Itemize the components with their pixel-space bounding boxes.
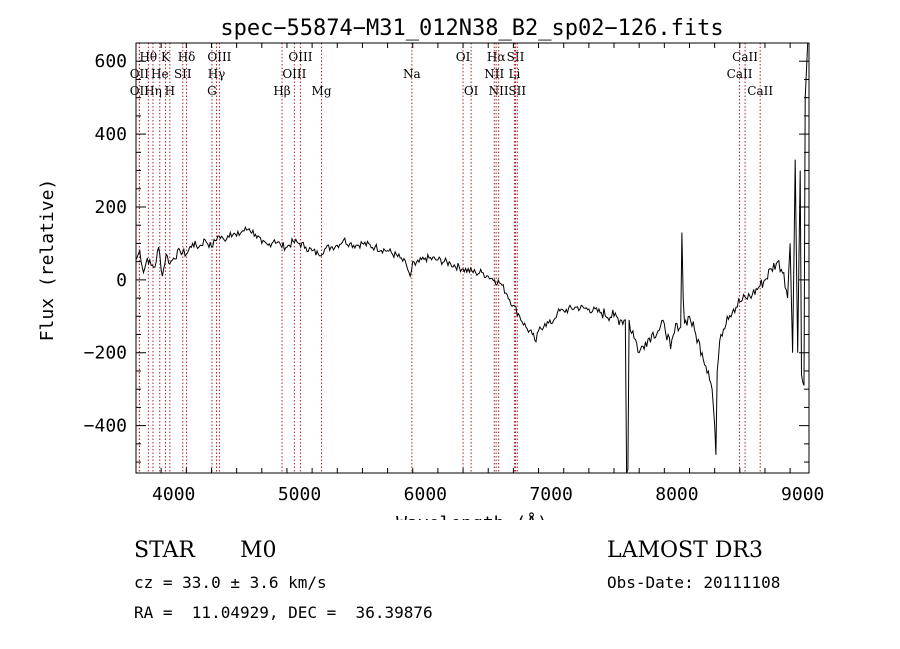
line-marker-label: H bbox=[165, 84, 175, 98]
y-tick-label: 200 bbox=[94, 197, 127, 218]
line-marker-label: OI bbox=[464, 84, 479, 98]
x-tick-label: 4000 bbox=[152, 484, 195, 505]
line-marker-label: OIII bbox=[207, 50, 231, 64]
x-axis-label: Wavelength (Å) bbox=[396, 512, 548, 520]
y-tick-label: 400 bbox=[94, 124, 127, 145]
x-tick-label: 6000 bbox=[404, 484, 447, 505]
line-marker-label: He bbox=[151, 67, 169, 81]
observation-date: Obs-Date: 20111108 bbox=[607, 573, 781, 592]
y-tick-label: 0 bbox=[116, 270, 127, 291]
line-marker-label: Hβ bbox=[273, 84, 290, 98]
y-tick-label: −400 bbox=[84, 416, 127, 437]
line-marker-label: OII bbox=[130, 67, 150, 81]
y-tick-label: −200 bbox=[84, 343, 127, 364]
line-marker-label: SII bbox=[507, 50, 525, 64]
line-marker-label: Hγ bbox=[208, 67, 226, 81]
x-tick-label: 7000 bbox=[529, 484, 572, 505]
line-marker-label: Hη bbox=[144, 84, 162, 98]
line-marker-label: CaII bbox=[747, 84, 773, 98]
line-marker-label: K bbox=[161, 50, 171, 64]
x-tick-label: 9000 bbox=[781, 484, 824, 505]
y-axis-label: Flux (relative) bbox=[37, 179, 58, 342]
redshift-velocity: cz = 33.0 ± 3.6 km/s bbox=[134, 573, 327, 592]
line-marker-label: OIII bbox=[282, 67, 306, 81]
line-marker-label: SII bbox=[508, 84, 526, 98]
axes: 4000 5000 6000 7000 8000 9000 −400 −200 0 200 400 6… bbox=[84, 43, 824, 505]
line-marker-label: OIII bbox=[288, 50, 312, 64]
line-marker-label: NII bbox=[484, 67, 504, 81]
survey-name: LAMOST DR3 bbox=[607, 538, 763, 563]
line-marker-label: Hθ bbox=[139, 50, 157, 64]
x-tick-label: 5000 bbox=[278, 484, 321, 505]
line-marker-label: OI bbox=[456, 50, 471, 64]
line-marker-label: G bbox=[207, 84, 217, 98]
x-tick-label: 8000 bbox=[655, 484, 698, 505]
line-marker-label: CaII bbox=[732, 50, 758, 64]
object-class: STAR bbox=[134, 538, 195, 563]
spectrum-line bbox=[135, 42, 809, 474]
y-tick-label: 600 bbox=[94, 51, 127, 72]
line-marker-label: Li bbox=[508, 67, 520, 81]
line-marker-label: Mg bbox=[312, 84, 332, 98]
line-marker-label: NII bbox=[489, 84, 509, 98]
plot-frame bbox=[135, 42, 810, 474]
line-marker-label: SII bbox=[174, 67, 192, 81]
line-marker-label: Na bbox=[403, 67, 421, 81]
line-marker-label: Hα bbox=[487, 50, 506, 64]
chart-title: spec−55874−M31_012N38_B2_sp02−126.fits bbox=[220, 16, 723, 41]
line-marker-label: CaII bbox=[727, 67, 753, 81]
spectrum-chart: spec−55874−M31_012N38_B2_sp02−126.fits H… bbox=[37, 16, 824, 520]
object-subclass: M0 bbox=[240, 538, 277, 563]
line-marker-label: OII bbox=[130, 84, 150, 98]
sky-coordinates: RA = 11.04929, DEC = 36.39876 bbox=[134, 603, 433, 622]
line-marker-label: Hδ bbox=[178, 50, 196, 64]
